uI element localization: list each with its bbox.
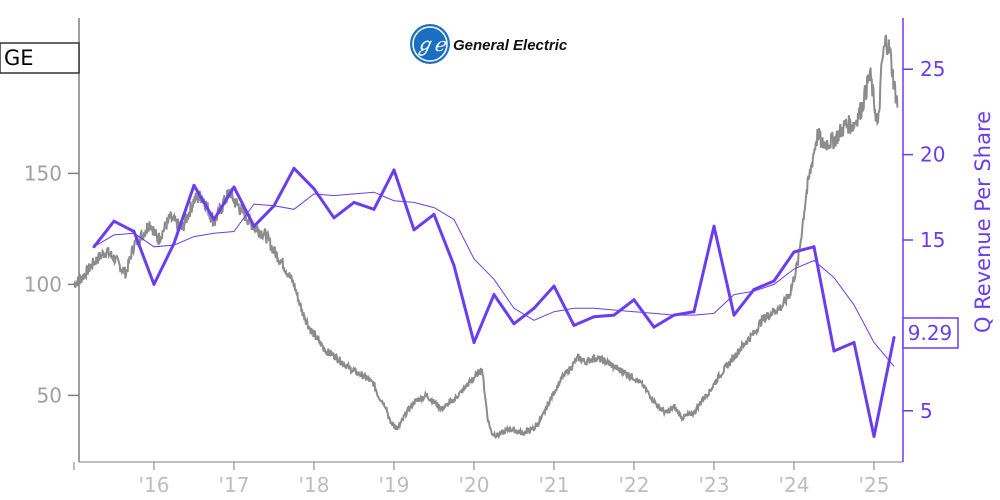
- revenue-series-line: [92, 166, 896, 438]
- revenue-point: [772, 279, 776, 283]
- revenue-point: [532, 306, 536, 310]
- revenue-point: [352, 200, 356, 204]
- revenue-point: [412, 228, 416, 232]
- x-tick-label: '19: [379, 473, 410, 497]
- revenue-point: [392, 168, 396, 172]
- revenue-point: [172, 241, 176, 245]
- right-tick-label: 20: [920, 143, 945, 167]
- revenue-point: [512, 322, 516, 326]
- revenue-point: [432, 212, 436, 216]
- revenue-point: [872, 434, 876, 438]
- ticker-label: GE: [4, 46, 34, 70]
- revenue-point: [752, 288, 756, 291]
- last-value-box: 9.29: [902, 317, 959, 349]
- price-series-line: [73, 34, 899, 440]
- revenue-point: [312, 187, 316, 191]
- revenue-point: [672, 313, 676, 317]
- revenue-point: [292, 166, 296, 170]
- x-tick-label: '22: [619, 473, 650, 497]
- revenue-point: [852, 341, 856, 344]
- x-tick-label: '25: [859, 473, 890, 497]
- x-tick-label: '24: [779, 473, 810, 497]
- right-axis-ticks: 510152025: [903, 57, 945, 423]
- right-axis-title: Q Revenue Per Share: [971, 111, 995, 333]
- revenue-average-series-line: [93, 191, 895, 367]
- revenue-point: [232, 185, 236, 189]
- right-tick-label: 25: [920, 57, 945, 81]
- logo-wordmark: General Electric: [453, 37, 568, 54]
- revenue-point: [712, 224, 716, 228]
- revenue-point: [832, 349, 836, 353]
- last-value-label: 9.29: [908, 321, 953, 345]
- revenue-point: [192, 183, 196, 187]
- left-tick-label: 150: [24, 161, 62, 185]
- x-tick-label: '23: [699, 473, 730, 497]
- revenue-point: [572, 323, 576, 327]
- left-tick-label: 100: [24, 272, 62, 296]
- revenue-point: [212, 218, 216, 221]
- revenue-points: [92, 166, 896, 438]
- revenue-point: [132, 230, 136, 233]
- revenue-point: [612, 313, 616, 317]
- revenue-point: [492, 293, 496, 297]
- x-tick-label: '20: [459, 473, 490, 497]
- revenue-point: [732, 313, 736, 317]
- ticker-box: GE: [0, 42, 80, 74]
- revenue-point: [252, 224, 256, 228]
- revenue-point: [112, 219, 116, 223]
- revenue-point: [692, 310, 696, 314]
- revenue-point: [892, 336, 896, 339]
- revenue-point: [652, 325, 656, 329]
- x-tick-label: '18: [299, 473, 330, 497]
- revenue-point: [332, 216, 336, 220]
- revenue-point: [472, 341, 476, 344]
- right-tick-label: 15: [920, 228, 945, 252]
- revenue-point: [552, 284, 556, 288]
- left-tick-label: 50: [37, 383, 62, 407]
- revenue-point: [152, 282, 156, 286]
- x-axis-ticks: '16 '17 '18 '19 '20 '21 '22 '23 '24 '25: [73, 462, 890, 497]
- company-logo: ℊℯ General Electric: [410, 24, 568, 64]
- right-tick-label: 5: [920, 399, 933, 423]
- revenue-point: [632, 298, 636, 302]
- revenue-point: [452, 264, 456, 268]
- ge-monogram-icon: ℊℯ: [410, 24, 450, 64]
- svg-text:ℊℯ: ℊℯ: [415, 34, 447, 56]
- revenue-point: [792, 250, 796, 254]
- revenue-point: [272, 204, 276, 208]
- x-tick-label: '16: [139, 473, 170, 497]
- revenue-point: [812, 245, 816, 249]
- revenue-point: [592, 315, 596, 319]
- left-axis-ticks: 50 100 150: [24, 161, 79, 407]
- x-tick-label: '17: [219, 473, 250, 497]
- x-tick-label: '21: [539, 473, 570, 497]
- revenue-point: [372, 207, 376, 211]
- revenue-point: [92, 245, 96, 249]
